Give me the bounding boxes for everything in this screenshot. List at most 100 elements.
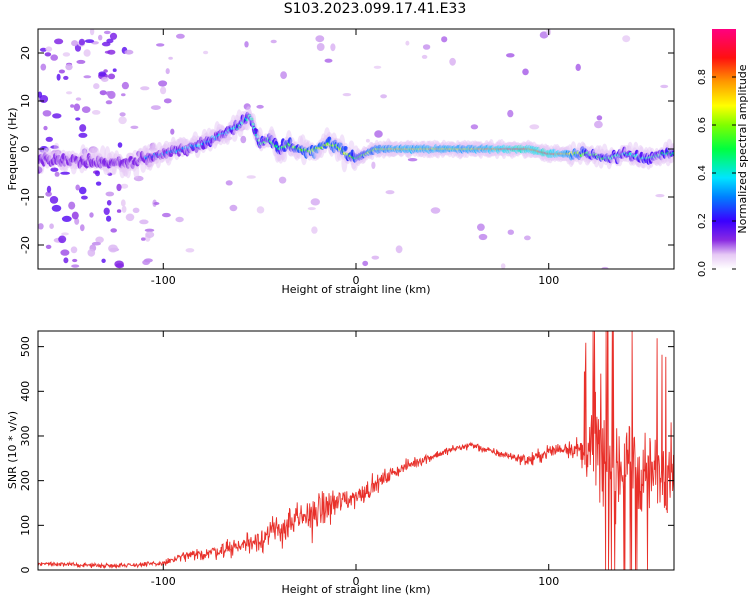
noise-speckle [506, 53, 515, 58]
noise-speckle [61, 232, 69, 236]
noise-speckle [49, 196, 59, 204]
noise-speckle [522, 68, 529, 76]
noise-speckle [395, 245, 403, 254]
noise-speckle [120, 199, 126, 207]
noise-speckle [430, 207, 441, 214]
noise-speckle [76, 59, 86, 64]
noise-speckle [117, 142, 123, 148]
noise-speckle [307, 207, 316, 211]
snr-y-tick-label: 200 [19, 470, 32, 491]
noise-speckle [52, 113, 62, 119]
noise-speckle [324, 58, 333, 63]
noise-speckle [449, 57, 456, 66]
noise-speckle [596, 115, 603, 121]
noise-speckle [373, 65, 382, 69]
noise-speckle [62, 52, 71, 57]
noise-speckle [407, 158, 418, 162]
noise-speckle [63, 75, 69, 80]
noise-speckle [365, 138, 370, 143]
noise-speckle [371, 255, 380, 260]
spectrogram-y-tick-label: 10 [19, 94, 32, 108]
noise-speckle [84, 39, 95, 43]
noise-speckle [342, 93, 352, 97]
snr-y-axis-label: SNR (10 * v/v) [6, 411, 19, 489]
noise-speckle [54, 38, 64, 45]
noise-speckle [594, 120, 603, 129]
noise-speckle [140, 86, 150, 91]
noise-speckle [43, 125, 48, 131]
spectrogram-x-tick-label: 0 [353, 274, 360, 287]
noise-speckle [507, 229, 514, 235]
noise-speckle [421, 54, 428, 59]
noise-speckle [95, 236, 104, 244]
noise-speckle [101, 77, 109, 82]
noise-speckle [121, 81, 129, 90]
noise-speckle [185, 248, 195, 253]
noise-speckle [107, 73, 116, 80]
noise-speckle [142, 259, 151, 265]
noise-speckle [74, 217, 80, 225]
noise-speckle [38, 91, 43, 98]
snr-x-axis-label: Height of straight line (km) [281, 583, 430, 596]
noise-speckle [507, 109, 514, 118]
noise-speckle [38, 223, 44, 230]
noise-speckle [278, 176, 287, 184]
noise-speckle [106, 38, 114, 44]
noise-speckle [72, 258, 78, 263]
spectrogram-x-tick-label: -100 [151, 274, 176, 287]
noise-speckle [51, 204, 62, 212]
noise-speckle [71, 40, 79, 47]
noise-speckle [270, 39, 277, 44]
noise-speckle [310, 198, 320, 206]
noise-speckle [49, 223, 54, 229]
noise-speckle [95, 170, 100, 177]
colorbar-tick-label: 0.4 [697, 165, 708, 181]
spectrogram-y-tick-label: 0 [19, 146, 32, 153]
noise-speckle [58, 69, 65, 74]
noise-speckle [75, 97, 82, 101]
noise-speckle [63, 257, 69, 264]
noise-speckle [316, 43, 325, 51]
noise-speckle [280, 71, 287, 79]
noise-speckle [83, 49, 91, 57]
snr-x-tick-label: 0 [353, 575, 360, 588]
colorbar-tick-label: 0.2 [697, 213, 708, 229]
noise-speckle [81, 195, 88, 200]
snr-y-tick-label: 100 [19, 515, 32, 536]
noise-speckle [81, 106, 91, 113]
noise-speckle [330, 43, 336, 52]
chart-title: S103.2023.099.17.41.E33 [283, 1, 467, 17]
noise-speckle [120, 183, 129, 189]
noise-speckle [54, 171, 60, 177]
snr-x-tick-label: -100 [151, 575, 176, 588]
noise-speckle [93, 83, 100, 90]
noise-speckle [78, 186, 87, 195]
noise-speckle [45, 244, 52, 249]
noise-speckle [107, 49, 116, 55]
snr-y-tick-label: 400 [19, 381, 32, 402]
spectrogram-marks [38, 29, 674, 269]
noise-speckle [68, 201, 76, 210]
noise-speckle [83, 75, 92, 79]
noise-speckle [203, 50, 209, 55]
noise-speckle [124, 49, 134, 55]
noise-speckle [660, 84, 669, 89]
noise-speckle [116, 183, 122, 192]
noise-speckle [71, 211, 79, 220]
noise-speckle [91, 241, 101, 246]
snr-x-tick-label: 100 [538, 575, 559, 588]
noise-speckle [44, 52, 52, 57]
noise-speckle [229, 204, 238, 212]
noise-speckle [112, 68, 117, 72]
snr-y-tick-label: 0 [19, 567, 32, 574]
noise-speckle [99, 90, 107, 96]
noise-speckle [156, 43, 165, 47]
noise-speckle [106, 200, 112, 206]
spectrogram-y-tick-label: -20 [19, 236, 32, 254]
noise-speckle [107, 90, 116, 99]
noise-speckle [315, 35, 325, 43]
ridge-halo [281, 148, 288, 163]
noise-speckle [109, 32, 118, 40]
